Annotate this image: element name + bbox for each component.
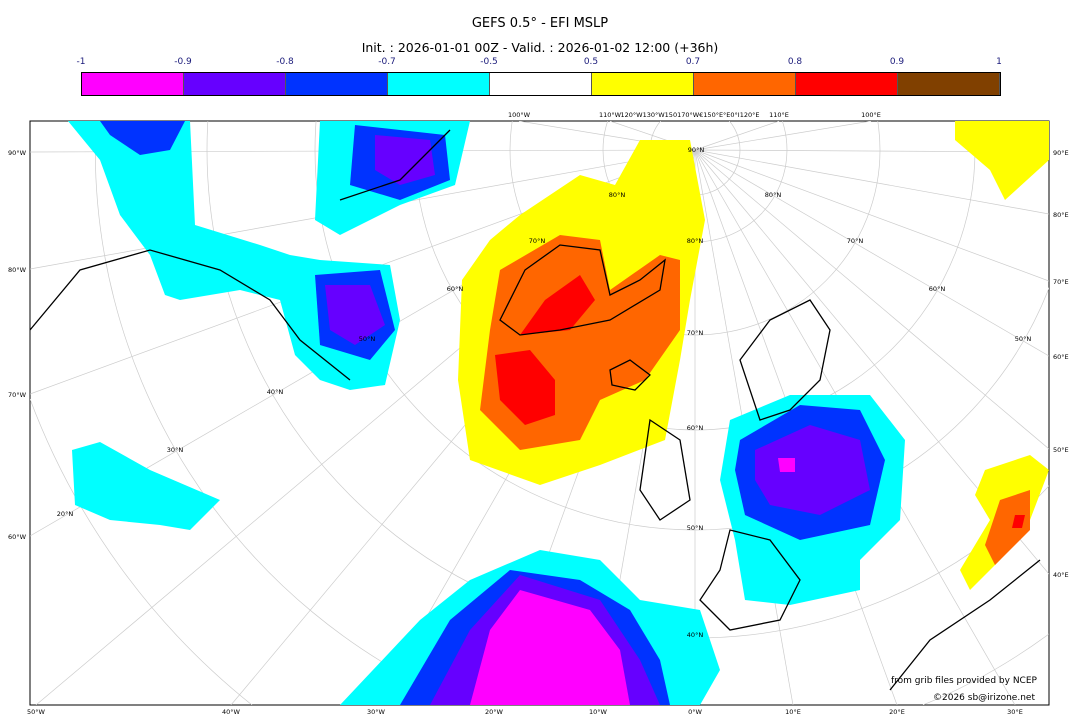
lat-label: 70°N bbox=[847, 237, 864, 245]
negative-anomaly-nw bbox=[68, 121, 400, 390]
lat-label: 70°N bbox=[687, 329, 704, 337]
bottom-label: 50°W bbox=[27, 708, 46, 716]
lat-label: 90°N bbox=[688, 146, 705, 154]
lat-label: 60°N bbox=[687, 424, 704, 432]
right-label: 40°E bbox=[1053, 571, 1069, 579]
colorbar-segment bbox=[592, 73, 694, 95]
negative-anomaly-atlantic bbox=[72, 442, 220, 530]
colorbar-segment bbox=[796, 73, 898, 95]
source-credit: from grib files provided by NCEP bbox=[891, 676, 1037, 686]
lat-label: 50°N bbox=[1015, 335, 1032, 343]
right-label: 70°E bbox=[1053, 278, 1069, 286]
colorbar-tick-label: 0.8 bbox=[787, 57, 803, 67]
right-label: 60°E bbox=[1053, 353, 1069, 361]
top-label: 110°E bbox=[769, 111, 789, 119]
colorbar-segment bbox=[898, 73, 1000, 95]
lat-label: 80°N bbox=[609, 191, 626, 199]
lat-label: 80°N bbox=[765, 191, 782, 199]
efi-fields bbox=[68, 121, 1049, 705]
colorbar-tick-label: -0.8 bbox=[276, 57, 294, 67]
left-label: 90°W bbox=[8, 149, 27, 157]
lat-label: 50°N bbox=[359, 335, 376, 343]
lat-label: 40°N bbox=[267, 388, 284, 396]
bottom-label: 30°W bbox=[367, 708, 386, 716]
colorbar-tick-label: -0.9 bbox=[174, 57, 192, 67]
bottom-label: 40°W bbox=[222, 708, 241, 716]
top-label: 100°E bbox=[861, 111, 881, 119]
bottom-label: 10°W bbox=[589, 708, 608, 716]
bottom-label: 10°E bbox=[785, 708, 801, 716]
chart-subtitle: Init. : 2026-01-01 00Z - Valid. : 2026-0… bbox=[361, 40, 719, 55]
grid-labels: 100°W 110°W 120°W130°W150170°W€150°E°E0°… bbox=[8, 111, 1069, 716]
colorbar-segment bbox=[82, 73, 184, 95]
bottom-label: 0°W bbox=[688, 708, 702, 716]
top-label: 120°W130°W150170°W€150°E°E0°I120°E bbox=[621, 111, 760, 119]
colorbar-segment bbox=[490, 73, 592, 95]
lat-label: 20°N bbox=[57, 510, 74, 518]
left-label: 60°W bbox=[8, 533, 27, 541]
bottom-label: 30°E bbox=[1007, 708, 1023, 716]
colorbar-tick-label: -0.5 bbox=[480, 57, 498, 67]
colorbar-segment bbox=[286, 73, 388, 95]
colorbar-tick-label: 0.9 bbox=[889, 57, 905, 67]
lat-label: 80°N bbox=[687, 237, 704, 245]
lat-label: 60°N bbox=[447, 285, 464, 293]
colorbar-segment bbox=[388, 73, 490, 95]
colorbar bbox=[81, 72, 1001, 96]
left-label: 80°W bbox=[8, 266, 27, 274]
coastlines bbox=[30, 129, 1041, 691]
colorbar-tick-label: 0.7 bbox=[685, 57, 701, 67]
top-label: 110°W bbox=[599, 111, 622, 119]
right-label: 50°E bbox=[1053, 446, 1069, 454]
lat-label: 30°N bbox=[167, 446, 184, 454]
right-label: 90°E bbox=[1053, 149, 1069, 157]
lat-label: 70°N bbox=[529, 237, 546, 245]
top-label: 100°W bbox=[508, 111, 531, 119]
right-label: 80°E bbox=[1053, 211, 1069, 219]
lat-label: 50°N bbox=[687, 524, 704, 532]
lat-label: 40°N bbox=[687, 631, 704, 639]
colorbar-tick-label: 1 bbox=[996, 57, 1002, 67]
lat-label: 60°N bbox=[929, 285, 946, 293]
colorbar-tick-label: -0.7 bbox=[378, 57, 396, 67]
colorbar-tick-label: 0.5 bbox=[583, 57, 599, 67]
bottom-label: 20°W bbox=[485, 708, 504, 716]
left-label: 70°W bbox=[8, 391, 27, 399]
chart-title: GEFS 0.5° - EFI MSLP bbox=[471, 16, 609, 31]
colorbar-tick-label: -1 bbox=[76, 57, 86, 67]
copyright: ©2026 sb@irizone.net bbox=[933, 693, 1035, 703]
colorbar-segment bbox=[184, 73, 286, 95]
colorbar-segment bbox=[694, 73, 796, 95]
bottom-label: 20°E bbox=[889, 708, 905, 716]
